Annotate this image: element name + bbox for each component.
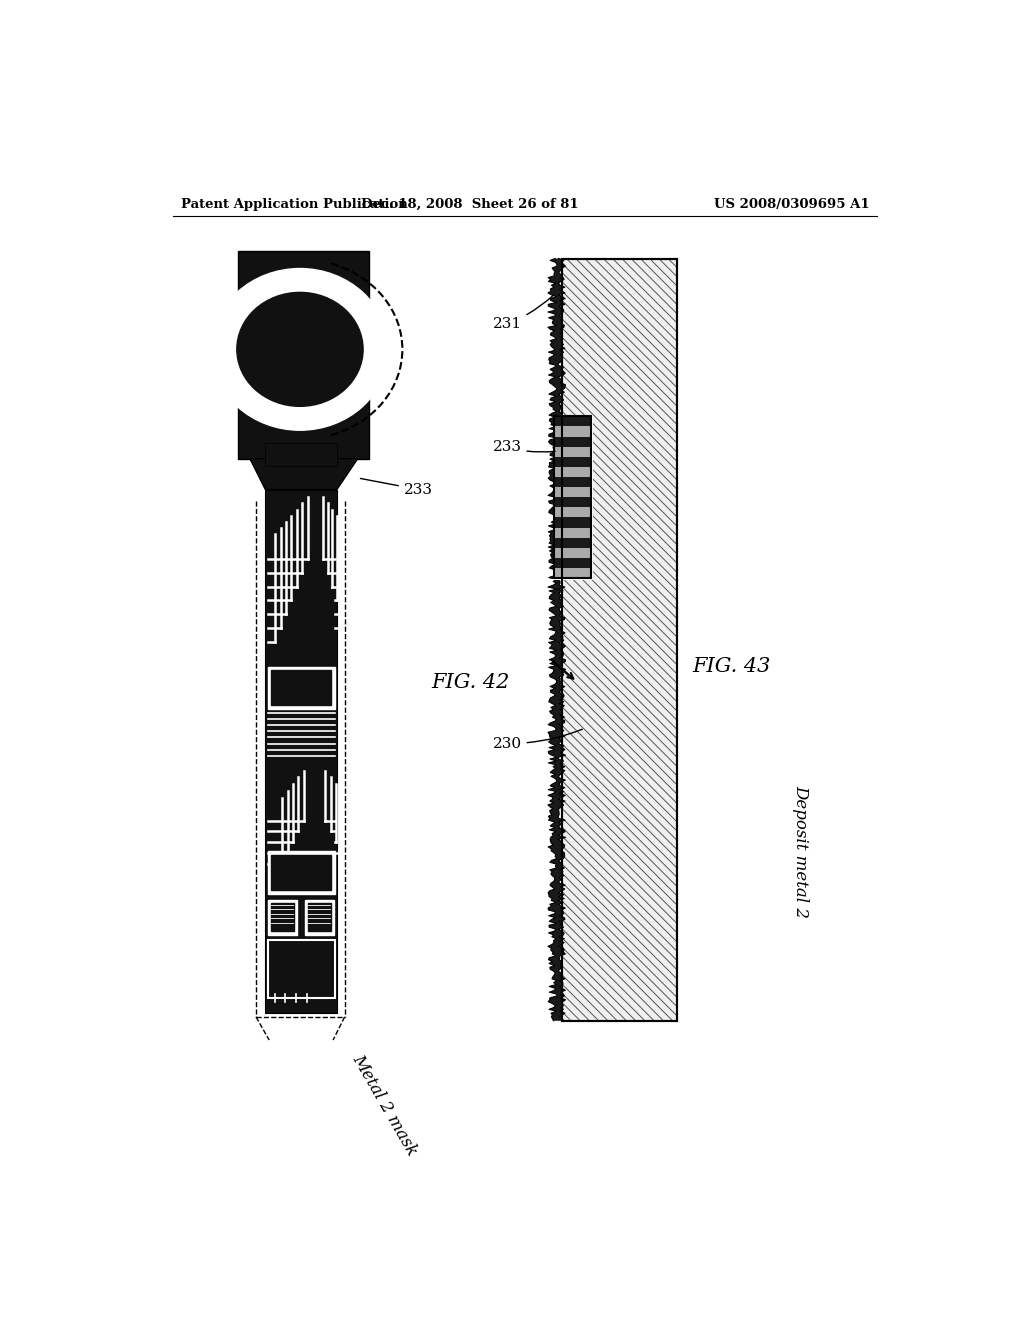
Bar (554, 416, 591, 426)
Bar (554, 477, 591, 487)
Bar (271, 671, 331, 705)
Bar (265, 444, 337, 466)
Bar (268, 900, 297, 935)
Bar (562, 259, 677, 1020)
Bar (265, 490, 337, 1014)
Bar (267, 667, 335, 709)
Bar (554, 426, 591, 437)
Bar (554, 416, 591, 578)
Text: 230: 230 (493, 729, 583, 751)
Bar (554, 528, 591, 537)
Text: 233: 233 (360, 478, 433, 496)
Text: US 2008/0309695 A1: US 2008/0309695 A1 (714, 198, 869, 211)
Bar (554, 548, 591, 558)
Text: Deposit metal 2: Deposit metal 2 (792, 785, 809, 917)
Text: FIG. 42: FIG. 42 (431, 672, 509, 692)
Bar (554, 507, 591, 517)
Bar (554, 437, 591, 446)
Bar (308, 903, 331, 932)
Text: Patent Application Publication: Patent Application Publication (180, 198, 408, 211)
Polygon shape (548, 259, 565, 1020)
Polygon shape (250, 459, 357, 490)
Bar (554, 457, 591, 467)
Text: 231: 231 (493, 296, 554, 331)
Bar (271, 855, 331, 890)
Bar (239, 251, 370, 459)
Bar (267, 940, 335, 998)
Bar (305, 900, 334, 935)
Bar (554, 517, 591, 528)
Bar (554, 537, 591, 548)
Text: Metal 2 mask: Metal 2 mask (349, 1052, 421, 1159)
Bar (539, 259, 700, 1020)
Ellipse shape (237, 293, 364, 407)
Bar (267, 851, 335, 894)
Text: 233: 233 (493, 440, 555, 454)
Ellipse shape (211, 268, 388, 430)
Bar (554, 446, 591, 457)
Text: Dec. 18, 2008  Sheet 26 of 81: Dec. 18, 2008 Sheet 26 of 81 (360, 198, 579, 211)
Bar (554, 467, 591, 477)
Bar (553, 414, 593, 579)
Bar (554, 498, 591, 507)
Text: FIG. 43: FIG. 43 (692, 657, 771, 676)
Bar (554, 487, 591, 498)
Bar (271, 903, 294, 932)
Bar (554, 558, 591, 568)
Bar (554, 568, 591, 578)
